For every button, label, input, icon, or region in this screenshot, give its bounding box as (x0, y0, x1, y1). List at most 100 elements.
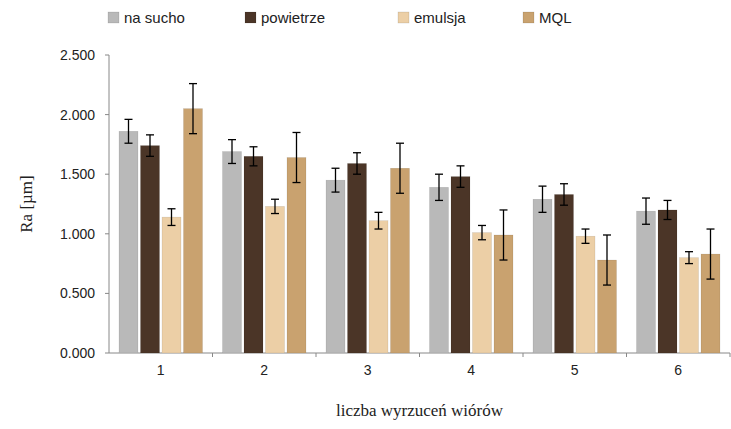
error-stem (128, 119, 129, 143)
error-cap (125, 143, 133, 144)
error-cap (582, 243, 590, 244)
error-cap (457, 165, 465, 166)
y-tick (105, 233, 109, 234)
error-stem (171, 209, 172, 226)
error-stem (335, 168, 336, 192)
error-stem (645, 198, 646, 224)
error-cap (189, 133, 197, 134)
bar (451, 177, 470, 353)
legend-swatch (398, 12, 409, 23)
x-tick (212, 353, 213, 357)
bar (287, 158, 306, 353)
bar (680, 258, 699, 353)
error-cap (146, 134, 154, 135)
error-bar (353, 153, 361, 174)
bar (473, 233, 492, 353)
legend-label: na sucho (124, 9, 185, 26)
x-tick (316, 353, 317, 357)
error-stem (481, 225, 482, 239)
legend-swatch (523, 12, 534, 23)
bar (369, 221, 388, 353)
error-cap (396, 143, 404, 144)
error-cap (457, 187, 465, 188)
error-bar (396, 143, 404, 193)
bar (637, 211, 656, 353)
error-cap (353, 152, 361, 153)
bar (162, 217, 181, 353)
error-cap (685, 263, 693, 264)
error-cap (332, 191, 340, 192)
x-tick-label: 4 (467, 362, 475, 378)
error-cap (435, 174, 443, 175)
legend-label: MQL (539, 9, 572, 26)
error-cap (146, 156, 154, 157)
x-tick-label: 5 (571, 362, 579, 378)
y-axis (109, 55, 110, 353)
x-axis-label: liczba wyrzuceń wiórów (336, 401, 504, 420)
error-cap (271, 199, 279, 200)
error-cap (228, 139, 236, 140)
error-cap (707, 228, 715, 229)
error-bar (228, 140, 236, 164)
error-bar (146, 135, 154, 156)
error-cap (539, 185, 547, 186)
error-bar (293, 132, 301, 182)
error-cap (168, 225, 176, 226)
error-cap (293, 132, 301, 133)
error-stem (503, 210, 504, 260)
error-stem (542, 186, 543, 212)
error-stem (253, 147, 254, 166)
error-cap (707, 278, 715, 279)
error-cap (168, 208, 176, 209)
x-tick (626, 353, 627, 357)
error-stem (296, 132, 297, 182)
error-cap (582, 228, 590, 229)
error-stem (438, 174, 439, 200)
error-cap (603, 234, 611, 235)
error-bar (500, 210, 508, 260)
y-tick (105, 353, 109, 354)
error-bar (560, 184, 568, 205)
error-cap (396, 193, 404, 194)
error-cap (189, 83, 197, 84)
chart: 0.0000.5001.0001.5002.0002.500123456Ra [… (0, 0, 731, 429)
x-tick (730, 353, 731, 357)
x-tick-label: 6 (674, 362, 682, 378)
y-tick-label: 2.000 (60, 107, 95, 123)
legend-label: emulsja (414, 9, 466, 26)
error-stem (399, 143, 400, 193)
x-tick-label: 3 (364, 362, 372, 378)
error-cap (332, 168, 340, 169)
error-cap (500, 209, 508, 210)
error-stem (149, 135, 150, 156)
y-tick (105, 114, 109, 115)
error-bar (271, 199, 279, 213)
legend-label: powietrze (261, 9, 325, 26)
error-stem (606, 235, 607, 285)
bar (555, 194, 574, 353)
error-cap (685, 251, 693, 252)
bar (658, 210, 677, 353)
error-cap (603, 284, 611, 285)
error-cap (642, 197, 650, 198)
legend: na sucho powietrze emulsja MQL (108, 9, 572, 26)
bar (244, 156, 263, 353)
error-cap (271, 213, 279, 214)
error-cap (228, 163, 236, 164)
error-bar (539, 186, 547, 212)
error-cap (664, 219, 672, 220)
error-cap (375, 212, 383, 213)
y-tick (105, 293, 109, 294)
error-cap (375, 228, 383, 229)
error-stem (563, 184, 564, 205)
error-bar (125, 119, 133, 143)
error-bar (250, 147, 258, 166)
error-bar (603, 235, 611, 285)
bar (266, 206, 285, 353)
y-tick-label: 0.000 (60, 345, 95, 361)
error-cap (125, 119, 133, 120)
y-tick (105, 174, 109, 175)
y-tick-label: 2.500 (60, 47, 95, 63)
y-axis-label: Ra [µm] (17, 175, 36, 232)
error-bar (664, 200, 672, 219)
